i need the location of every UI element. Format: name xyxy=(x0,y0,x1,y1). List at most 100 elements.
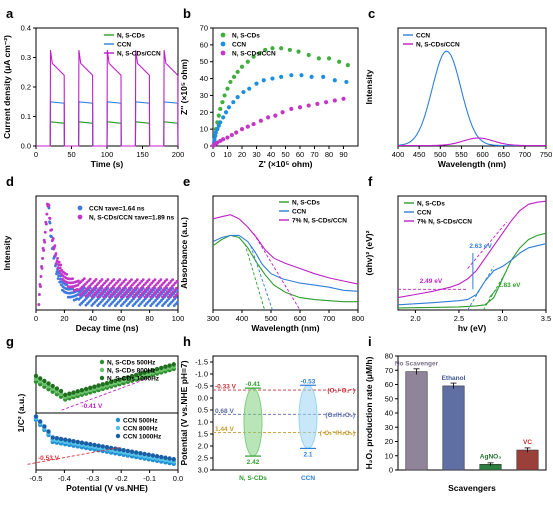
data-point-0 xyxy=(55,270,59,273)
legend-entry-c: CCN xyxy=(416,33,430,40)
bar-label-1: Ethanol xyxy=(442,375,466,382)
x-tick-label-b: 0 xyxy=(211,150,215,159)
y-axis-label-f: (αhv)² (eV)² xyxy=(364,230,374,275)
data-point-0 xyxy=(58,280,62,284)
data-point-bottom-2 xyxy=(96,443,101,448)
legend-marker xyxy=(115,433,121,439)
data-point-bottom-2 xyxy=(67,438,72,443)
y-axis-label-d: Intensity xyxy=(2,235,12,270)
cb-value-0: -0.41 xyxy=(246,381,261,388)
data-point-1 xyxy=(221,115,226,120)
data-point-bottom-2 xyxy=(150,453,156,458)
plot-frame-h xyxy=(212,355,359,471)
x-tick-label-b: 30 xyxy=(252,150,260,159)
data-point-0 xyxy=(222,93,227,98)
x-tick-label-d: 80 xyxy=(145,314,153,323)
y-tick-label-h: 0.5 xyxy=(198,406,208,415)
data-point-bottom-2 xyxy=(37,419,43,424)
data-point-0 xyxy=(235,69,240,74)
data-point-1 xyxy=(42,248,46,252)
data-point-1 xyxy=(159,278,163,281)
data-point-2 xyxy=(251,121,256,127)
x-tick-label-f: 2.0 xyxy=(410,314,420,323)
y-tick-label-i: 70 xyxy=(385,366,393,375)
series-line-1 xyxy=(397,243,547,306)
y-tick-label-b: 20 xyxy=(200,108,208,117)
y-tick-label-b: 50 xyxy=(200,57,208,66)
series-line-2 xyxy=(36,50,179,147)
data-point-bottom-2 xyxy=(50,435,55,440)
x-tick-label-d: 40 xyxy=(89,314,97,323)
legend-entry-g: N, S-CDs 500Hz xyxy=(107,360,156,367)
y-axis-label-i: H₂O₂ production rate (μM/h) xyxy=(364,356,374,469)
data-point-1 xyxy=(165,278,169,281)
y-tick-label-b: 60 xyxy=(200,40,208,49)
x-axis-label-e: Wavelength (nm) xyxy=(251,323,319,333)
data-point-2 xyxy=(221,137,226,142)
redox-couple-0: (O₂/·O₂⁻) xyxy=(327,388,355,395)
panel-letter-a: a xyxy=(6,6,14,21)
data-point-0 xyxy=(56,277,60,281)
legend-entry-b: CCN xyxy=(232,42,246,49)
legend-marker xyxy=(115,425,121,431)
data-point-1 xyxy=(124,278,127,281)
tangent-line-2 xyxy=(253,233,301,311)
data-point-top-2 xyxy=(79,387,85,393)
redox-value-2: 1.44 V xyxy=(215,426,234,433)
legend-entry-e: 7% N, S-CDs/CCN xyxy=(292,218,347,225)
data-point-0 xyxy=(245,59,250,64)
data-point-1 xyxy=(147,278,151,281)
x-tick-label-b: 50 xyxy=(281,150,289,159)
bar-3 xyxy=(516,449,539,471)
data-point-1 xyxy=(247,86,252,91)
x-tick-label-b: 70 xyxy=(310,150,318,159)
y-tick-label-h: -1.5 xyxy=(195,358,208,367)
plot-frame-f xyxy=(397,195,547,311)
y-tick-label-b: 30 xyxy=(200,91,208,100)
data-point-top-2 xyxy=(113,378,118,383)
data-point-1 xyxy=(332,78,337,83)
x-tick-label-c: 400 xyxy=(392,150,405,159)
data-point-1 xyxy=(112,278,116,281)
data-point-top-2 xyxy=(71,390,76,395)
data-point-2 xyxy=(273,113,278,118)
data-point-2 xyxy=(341,96,346,101)
y-tick-label-h: 2.0 xyxy=(198,442,208,451)
data-point-1 xyxy=(118,278,122,281)
x-tick-label-e: 700 xyxy=(323,314,336,323)
data-point-1 xyxy=(56,256,59,260)
data-point-1 xyxy=(47,204,51,207)
data-point-top-2 xyxy=(75,389,80,394)
y-axis-label-h: Potential (V vs.NHE pH=7) xyxy=(179,360,189,465)
legend-entry-g: CCN 500Hz xyxy=(123,418,158,425)
y-tick-label-i: 0 xyxy=(389,466,393,475)
band-ellipse-0 xyxy=(243,387,263,457)
data-point-0 xyxy=(239,64,245,69)
data-point-0 xyxy=(58,277,62,281)
panel-letter-g: g xyxy=(6,334,14,349)
panel-letter-b: b xyxy=(183,6,191,21)
x-tick-label-e: 600 xyxy=(294,314,307,323)
legend-entry-d: N, S-CDs/CCN τave=1.89 ns xyxy=(89,215,174,222)
data-point-top-2 xyxy=(133,372,139,378)
legend-entry-g: N, S-CDs 800Hz xyxy=(107,368,156,375)
redox-value-1: 0.68 V xyxy=(215,408,234,415)
data-point-1 xyxy=(65,272,69,276)
x-tick-label-d: 20 xyxy=(60,314,68,323)
x-tick-label-c: 750 xyxy=(540,150,553,159)
data-point-top-2 xyxy=(58,388,64,394)
data-point-1 xyxy=(289,73,294,78)
data-point-2 xyxy=(258,118,263,123)
y-tick-label-i: 80 xyxy=(385,352,393,361)
x-tick-label-c: 700 xyxy=(519,150,532,159)
data-point-0 xyxy=(218,106,223,112)
data-point-2 xyxy=(245,124,250,129)
data-point-top-2 xyxy=(42,378,47,384)
y-tick-label-h: 1.5 xyxy=(198,430,208,439)
redox-couple-1: (O₂/H₂O₂) xyxy=(325,412,355,419)
data-point-1 xyxy=(40,267,44,270)
x-tick-label-c: 500 xyxy=(434,150,447,159)
x-tick-label-g: -0.5 xyxy=(30,474,43,483)
data-point-0 xyxy=(345,62,350,68)
